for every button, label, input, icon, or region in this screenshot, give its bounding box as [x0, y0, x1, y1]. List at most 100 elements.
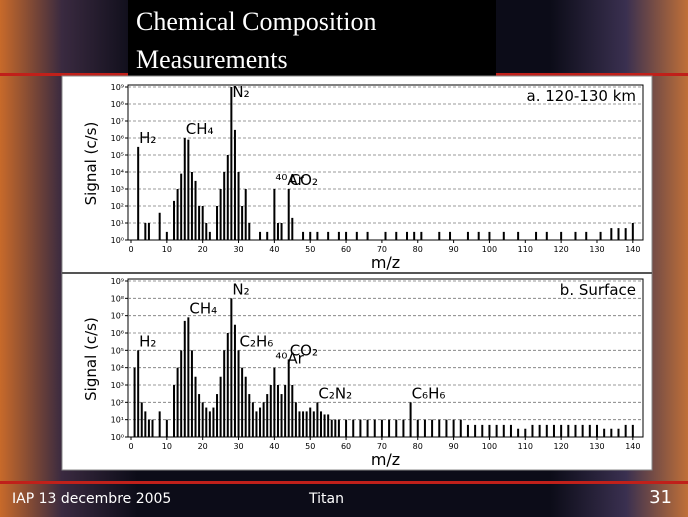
x-tick-label: 20 [198, 245, 208, 254]
bar [216, 394, 219, 437]
panel-label: b. Surface [560, 281, 636, 299]
x-tick-label: 30 [233, 442, 243, 451]
bar [567, 424, 570, 437]
bar [449, 231, 452, 240]
y-axis-label: Signal (c/s) [82, 122, 100, 206]
bar [251, 402, 254, 437]
bar [201, 402, 204, 437]
x-tick-label: 120 [554, 442, 569, 451]
bar [151, 419, 154, 437]
bar [305, 411, 308, 437]
bar [276, 385, 279, 437]
page-number: 31 [649, 487, 672, 508]
bar [545, 231, 548, 240]
y-axis-label: Signal (c/s) [82, 317, 100, 401]
bar [294, 402, 297, 437]
bar [466, 231, 469, 240]
bar [180, 350, 183, 437]
y-tick-label: 10⁷ [111, 312, 124, 321]
bar [266, 231, 269, 240]
bar [517, 428, 520, 437]
x-tick-label: 40 [269, 442, 279, 451]
bar [216, 206, 219, 240]
bar [226, 333, 229, 437]
bar [201, 206, 204, 240]
bar [237, 350, 240, 437]
bar [502, 424, 505, 437]
bar [194, 376, 197, 437]
peak-label: CH₄ [189, 299, 217, 317]
peak-label: C₆H₆ [412, 384, 446, 402]
bar [624, 424, 627, 437]
peak-label: N₂ [232, 83, 249, 101]
bar [226, 155, 229, 240]
x-axis-label: m/z [371, 450, 400, 469]
y-tick-label: 10³ [111, 381, 124, 390]
bar [574, 424, 577, 437]
bar [327, 231, 330, 240]
bar [535, 231, 538, 240]
x-tick-label: 40 [269, 245, 279, 254]
bar [176, 189, 179, 240]
bar [165, 231, 168, 240]
x-tick-label: 30 [233, 245, 243, 254]
bar [187, 317, 190, 437]
bar [438, 419, 441, 437]
bar [140, 402, 143, 437]
bar [158, 212, 161, 240]
bar [280, 394, 283, 437]
y-tick-label: 10² [111, 202, 124, 211]
y-tick-label: 10² [111, 398, 124, 407]
bar [495, 424, 498, 437]
bar [180, 173, 183, 240]
bar [273, 189, 276, 240]
y-tick-label: 10⁸ [111, 294, 124, 303]
bar [276, 223, 279, 240]
bar [416, 419, 419, 437]
peak-label: H₂ [139, 129, 156, 147]
bar [183, 138, 186, 240]
bar [309, 407, 312, 437]
bar [316, 402, 319, 437]
bar [312, 411, 315, 437]
x-axis-label: m/z [371, 253, 400, 272]
y-tick-label: 10⁸ [111, 100, 124, 109]
y-tick-label: 10¹ [111, 416, 124, 425]
bar [187, 139, 190, 240]
bar [420, 231, 423, 240]
bar [459, 419, 462, 437]
bar [517, 231, 520, 240]
y-tick-label: 10⁴ [111, 168, 124, 177]
bar [380, 419, 383, 437]
footer-left: IAP 13 decembre 2005 [12, 491, 171, 507]
bar [147, 419, 150, 437]
x-tick-label: 140 [625, 442, 640, 451]
bar [223, 350, 226, 437]
bar [233, 324, 236, 437]
bar [190, 350, 193, 437]
bar [173, 200, 176, 240]
bar [287, 189, 290, 240]
y-tick-label: 10³ [111, 185, 124, 194]
x-tick-label: 130 [589, 442, 604, 451]
bar [631, 223, 634, 240]
bar [560, 424, 563, 437]
x-tick-label: 20 [198, 442, 208, 451]
bar [173, 385, 176, 437]
bar [165, 419, 168, 437]
bar [406, 231, 409, 240]
bar [413, 231, 416, 240]
y-tick-label: 10⁷ [111, 117, 124, 126]
bar [337, 231, 340, 240]
peak-label: CO₂ [290, 171, 318, 189]
bar [345, 419, 348, 437]
bar [409, 402, 412, 437]
x-tick-label: 110 [518, 442, 533, 451]
bar [230, 87, 233, 240]
bar [241, 206, 244, 240]
rule-bottom [0, 481, 688, 484]
bar [438, 231, 441, 240]
bar [219, 189, 222, 240]
plot-frame [127, 278, 644, 438]
